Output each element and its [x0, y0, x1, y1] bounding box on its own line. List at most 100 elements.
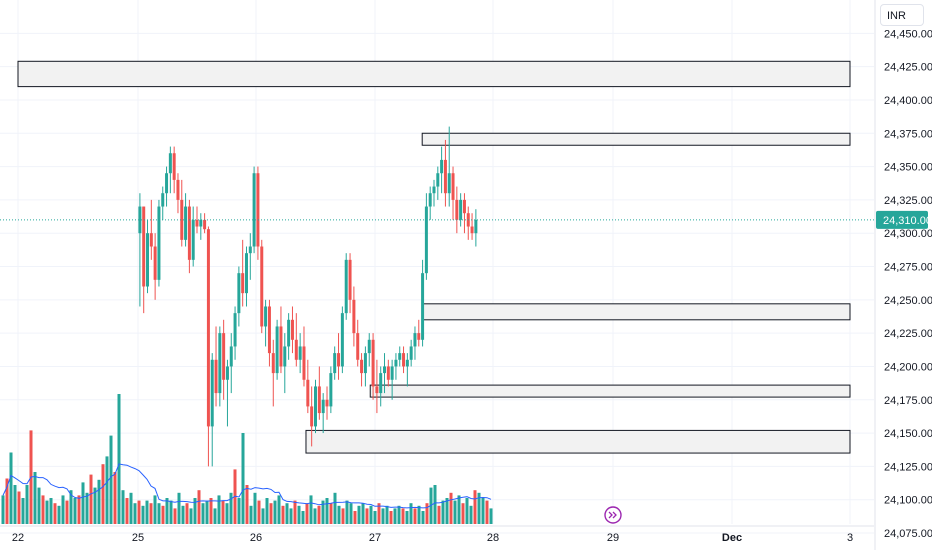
supply-demand-zone[interactable]: [421, 303, 851, 321]
candle[interactable]: [283, 346, 287, 367]
candle[interactable]: [459, 199, 463, 220]
candle[interactable]: [168, 153, 172, 174]
candle[interactable]: [325, 399, 329, 407]
supply-demand-zone[interactable]: [17, 60, 851, 88]
volume-bar: [409, 503, 413, 524]
candle[interactable]: [187, 206, 191, 260]
candle[interactable]: [298, 346, 302, 360]
candle[interactable]: [180, 199, 184, 240]
candle[interactable]: [462, 199, 466, 214]
candle[interactable]: [417, 333, 421, 340]
supply-demand-zone[interactable]: [421, 132, 851, 146]
candle[interactable]: [241, 273, 245, 294]
candle[interactable]: [271, 353, 275, 374]
candle[interactable]: [321, 399, 325, 414]
candle[interactable]: [248, 246, 252, 254]
candle[interactable]: [172, 153, 176, 180]
candle[interactable]: [256, 173, 260, 247]
candle[interactable]: [440, 159, 444, 174]
jump-to-realtime-icon[interactable]: [604, 506, 622, 524]
candle[interactable]: [306, 379, 310, 407]
candle[interactable]: [333, 353, 337, 374]
candle[interactable]: [432, 186, 436, 194]
candle[interactable]: [383, 366, 387, 374]
candle[interactable]: [314, 386, 317, 427]
candle[interactable]: [363, 353, 367, 374]
candle[interactable]: [260, 246, 264, 327]
candle[interactable]: [229, 346, 233, 367]
candle[interactable]: [252, 173, 256, 247]
candle[interactable]: [386, 366, 390, 380]
supply-demand-zone[interactable]: [305, 429, 851, 454]
candle[interactable]: [210, 359, 214, 427]
candle[interactable]: [379, 373, 383, 394]
candle[interactable]: [344, 259, 348, 314]
candle[interactable]: [203, 219, 207, 230]
candle[interactable]: [424, 206, 428, 274]
candle[interactable]: [443, 159, 447, 194]
candle[interactable]: [409, 346, 413, 360]
candle[interactable]: [206, 229, 210, 427]
candle[interactable]: [237, 273, 241, 314]
candle[interactable]: [352, 299, 356, 334]
candle[interactable]: [405, 359, 409, 367]
candle[interactable]: [451, 173, 455, 200]
candle[interactable]: [390, 366, 394, 380]
candle[interactable]: [421, 273, 425, 340]
candle[interactable]: [275, 326, 279, 374]
candle[interactable]: [149, 233, 153, 247]
candle[interactable]: [474, 219, 478, 234]
volume-bar: [285, 503, 289, 524]
candle[interactable]: [455, 199, 459, 220]
candle[interactable]: [184, 206, 188, 240]
candle[interactable]: [138, 206, 142, 234]
candle[interactable]: [142, 206, 146, 287]
candle[interactable]: [356, 333, 360, 360]
candle[interactable]: [371, 339, 375, 387]
candle[interactable]: [233, 313, 237, 347]
candle[interactable]: [329, 373, 333, 407]
candle[interactable]: [199, 219, 203, 227]
candle[interactable]: [428, 193, 432, 207]
candle[interactable]: [176, 179, 180, 200]
candle[interactable]: [287, 319, 291, 347]
currency-badge[interactable]: INR: [880, 4, 924, 26]
candle[interactable]: [302, 346, 306, 380]
candle[interactable]: [225, 366, 229, 380]
candle[interactable]: [191, 219, 195, 260]
supply-demand-zone[interactable]: [369, 384, 851, 398]
candle[interactable]: [375, 386, 379, 394]
candle[interactable]: [195, 219, 199, 227]
candle[interactable]: [436, 173, 440, 187]
candle[interactable]: [413, 333, 417, 347]
candle[interactable]: [317, 386, 321, 414]
volume-bar: [237, 498, 241, 524]
candle[interactable]: [398, 353, 402, 360]
candle[interactable]: [348, 259, 352, 300]
candle[interactable]: [294, 339, 298, 360]
candle[interactable]: [290, 319, 294, 340]
candle[interactable]: [244, 253, 248, 294]
candle[interactable]: [470, 226, 474, 234]
candle[interactable]: [165, 173, 169, 194]
candle[interactable]: [214, 359, 218, 394]
candle[interactable]: [360, 359, 364, 374]
candle[interactable]: [161, 193, 165, 207]
candle[interactable]: [218, 333, 222, 394]
candle[interactable]: [447, 173, 451, 194]
candle[interactable]: [279, 326, 283, 367]
candle[interactable]: [367, 339, 371, 354]
candle[interactable]: [310, 406, 314, 427]
candle[interactable]: [394, 359, 398, 367]
volume-bar: [157, 503, 161, 524]
candle[interactable]: [340, 313, 344, 367]
candle[interactable]: [337, 353, 341, 367]
candle[interactable]: [264, 306, 268, 327]
candle[interactable]: [222, 333, 226, 380]
candle[interactable]: [153, 246, 157, 280]
candle[interactable]: [146, 233, 150, 287]
candle[interactable]: [402, 353, 406, 367]
candle[interactable]: [157, 206, 161, 280]
candle[interactable]: [267, 306, 271, 354]
